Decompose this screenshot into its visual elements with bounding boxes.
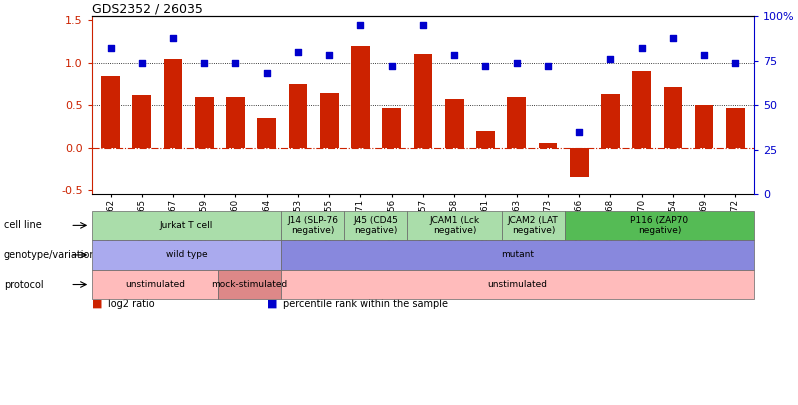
- Bar: [195, 97, 214, 148]
- Point: [260, 70, 273, 77]
- Point: [104, 45, 117, 51]
- Bar: [601, 94, 620, 148]
- Text: mutant: mutant: [501, 250, 534, 260]
- Text: wild type: wild type: [165, 250, 207, 260]
- Bar: [289, 84, 307, 148]
- Point: [604, 56, 617, 62]
- Text: GDS2352 / 26035: GDS2352 / 26035: [92, 2, 203, 15]
- Point: [354, 22, 367, 28]
- Text: unstimulated: unstimulated: [488, 280, 547, 289]
- Bar: [320, 93, 338, 148]
- Point: [729, 59, 742, 66]
- Text: P116 (ZAP70
negative): P116 (ZAP70 negative): [630, 216, 689, 235]
- Point: [136, 59, 148, 66]
- Text: log2 ratio: log2 ratio: [108, 299, 154, 309]
- Point: [510, 59, 523, 66]
- Text: genotype/variation: genotype/variation: [4, 250, 97, 260]
- Bar: [164, 60, 183, 148]
- Bar: [508, 97, 526, 148]
- Point: [573, 129, 586, 135]
- Point: [635, 45, 648, 51]
- Bar: [226, 97, 245, 148]
- Bar: [257, 118, 276, 148]
- Bar: [570, 148, 588, 177]
- Text: ■: ■: [267, 299, 278, 309]
- Bar: [695, 105, 713, 148]
- Text: percentile rank within the sample: percentile rank within the sample: [283, 299, 448, 309]
- Text: cell line: cell line: [4, 220, 41, 230]
- Text: unstimulated: unstimulated: [124, 280, 185, 289]
- Bar: [413, 54, 433, 148]
- Bar: [476, 131, 495, 148]
- Text: Jurkat T cell: Jurkat T cell: [160, 221, 213, 230]
- Bar: [444, 99, 464, 148]
- Point: [697, 52, 710, 59]
- Bar: [726, 108, 745, 148]
- Point: [417, 22, 429, 28]
- Point: [167, 34, 180, 41]
- Bar: [632, 71, 651, 148]
- Bar: [132, 95, 151, 148]
- Bar: [101, 76, 120, 148]
- Text: ■: ■: [92, 299, 102, 309]
- Bar: [539, 143, 557, 148]
- Text: J14 (SLP-76
negative): J14 (SLP-76 negative): [287, 216, 338, 235]
- Point: [666, 34, 679, 41]
- Point: [385, 63, 398, 69]
- Text: JCAM1 (Lck
negative): JCAM1 (Lck negative): [429, 216, 480, 235]
- Point: [291, 49, 304, 55]
- Text: mock-stimulated: mock-stimulated: [211, 280, 287, 289]
- Point: [323, 52, 336, 59]
- Point: [229, 59, 242, 66]
- Point: [448, 52, 460, 59]
- Text: protocol: protocol: [4, 279, 44, 290]
- Text: J45 (CD45
negative): J45 (CD45 negative): [354, 216, 398, 235]
- Point: [542, 63, 555, 69]
- Point: [479, 63, 492, 69]
- Point: [198, 59, 211, 66]
- Bar: [663, 87, 682, 148]
- Bar: [382, 108, 401, 148]
- Text: JCAM2 (LAT
negative): JCAM2 (LAT negative): [508, 216, 559, 235]
- Bar: [351, 46, 369, 148]
